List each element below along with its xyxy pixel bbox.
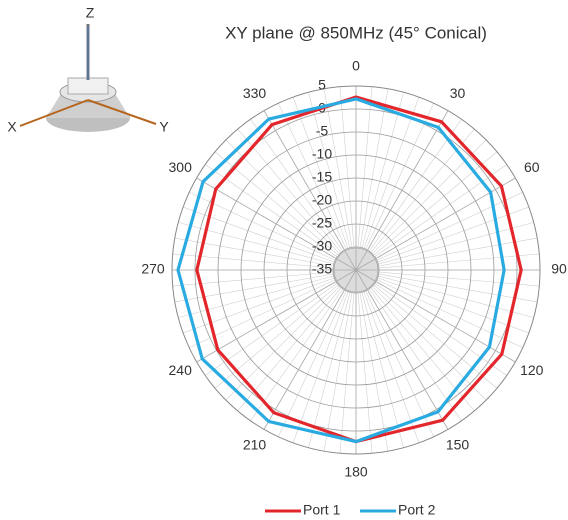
radial-tick-label: -10 xyxy=(312,146,332,162)
legend-label: Port 1 xyxy=(303,502,341,518)
radial-tick-label: -25 xyxy=(312,215,332,231)
angle-label: 300 xyxy=(169,159,193,175)
angle-label: 30 xyxy=(450,85,466,101)
radial-tick-label: -35 xyxy=(312,261,332,277)
angle-label: 120 xyxy=(520,362,544,378)
radial-tick-label: -15 xyxy=(312,169,332,185)
angle-label: 240 xyxy=(169,362,193,378)
angle-label: 180 xyxy=(344,464,368,480)
radial-tick-label: -5 xyxy=(316,123,329,139)
angle-label: 210 xyxy=(243,437,267,453)
x-axis-label: X xyxy=(7,119,17,135)
angle-label: 270 xyxy=(141,261,165,277)
angle-label: 90 xyxy=(551,261,567,277)
angle-label: 0 xyxy=(352,58,360,74)
angle-label: 150 xyxy=(446,437,470,453)
antenna-icon xyxy=(20,24,156,132)
radial-tick-label: 5 xyxy=(318,77,326,93)
angle-label: 330 xyxy=(243,85,267,101)
radial-tick-label: -30 xyxy=(312,238,332,254)
radial-tick-label: -20 xyxy=(312,192,332,208)
chart: Z X Y XY plane @ 850MHz (45° Conical) 0 3… xyxy=(0,0,568,520)
chart-title: XY plane @ 850MHz (45° Conical) xyxy=(225,23,487,42)
angle-label: 60 xyxy=(524,159,540,175)
legend-label: Port 2 xyxy=(398,502,436,518)
z-axis-label: Z xyxy=(86,5,95,21)
y-axis-label: Y xyxy=(159,119,169,135)
